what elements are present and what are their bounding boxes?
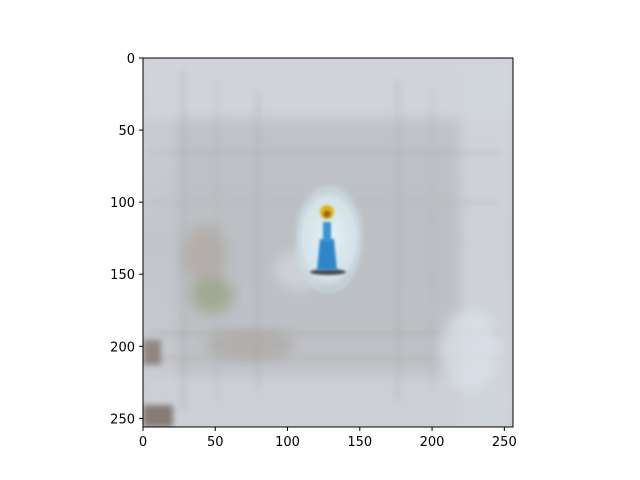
axes-frame [142,57,514,428]
y-axis: 0 50 100 150 200 250 [110,52,143,427]
x-tick-label: 100 [275,435,300,450]
x-axis: 0 50 100 150 200 250 [139,427,517,450]
x-tick-label: 150 [347,435,372,450]
x-tick-label: 200 [420,435,445,450]
y-tick-label: 0 [127,52,135,67]
x-tick-label: 50 [207,435,224,450]
y-tick-label: 200 [110,340,135,355]
heatmap-image [143,58,513,427]
y-tick-label: 100 [110,196,135,211]
y-tick-label: 50 [118,124,135,139]
y-tick-label: 250 [110,412,135,427]
x-tick-label: 0 [139,435,147,450]
x-tick-label: 250 [492,435,517,450]
y-tick-label: 150 [110,268,135,283]
